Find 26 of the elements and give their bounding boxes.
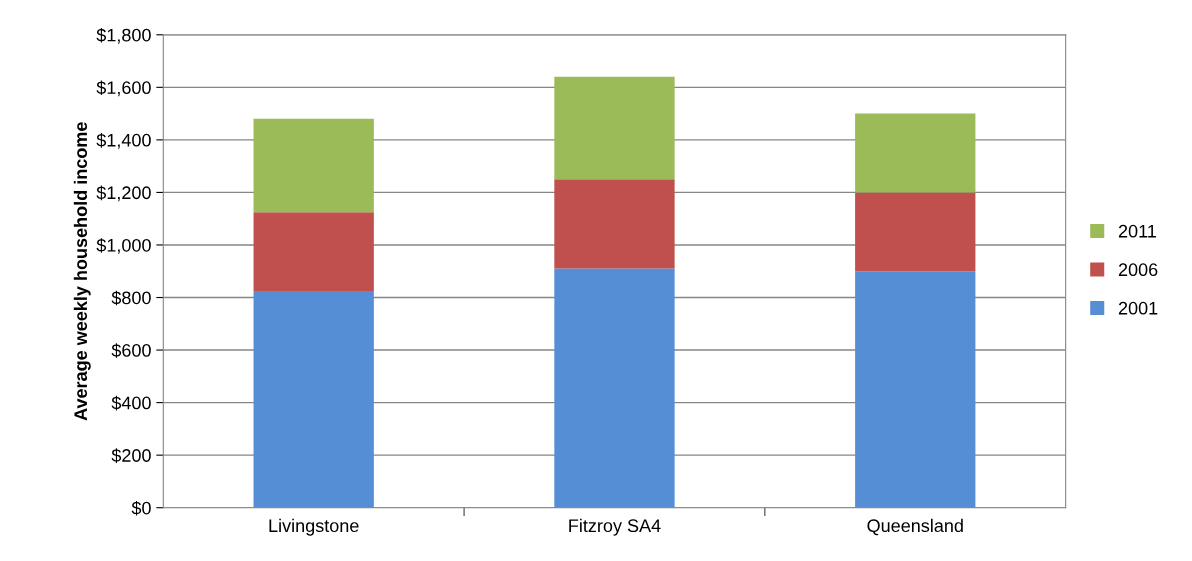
bar [554,76,675,180]
legend-label: 2006 [1118,263,1158,277]
y-tick-label: $1,600 [96,80,151,97]
y-tick-label: $1,800 [96,27,151,44]
bar [554,268,675,508]
y-tick-label: $1,200 [96,185,151,202]
bar [253,212,374,291]
bar [253,290,374,508]
y-tick-label: $0 [131,500,151,516]
bar [855,271,976,508]
bar [554,179,675,269]
y-tick-label: $800 [111,290,151,306]
bar [855,192,976,272]
y-tick-label: $1,000 [96,238,151,254]
legend-label: 2001 [1118,301,1158,315]
y-tick-label: $200 [111,448,151,463]
legend-label: 2011 [1118,224,1156,238]
bar [253,118,374,213]
x-tick-label: Queensland [867,518,963,536]
y-tick-label: $1,400 [96,133,151,149]
y-tick-label: $400 [111,395,151,411]
bar [855,113,976,193]
x-tick-label: Fitzroy SA4 [569,518,661,536]
y-axis-title: Average weekly household income [73,122,91,421]
x-tick-label: Livingstone [269,518,359,536]
y-tick-label: $600 [111,343,151,358]
